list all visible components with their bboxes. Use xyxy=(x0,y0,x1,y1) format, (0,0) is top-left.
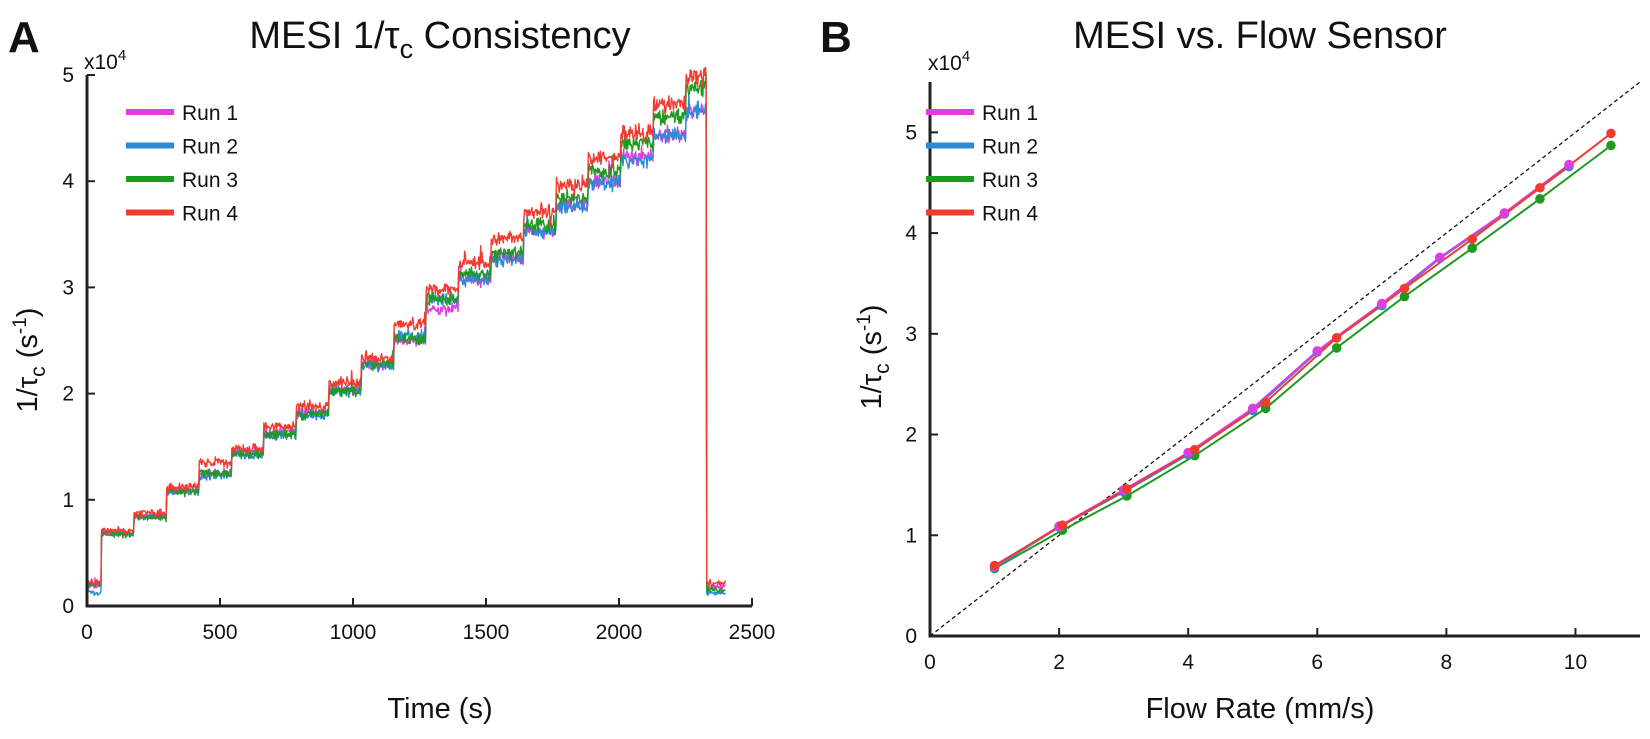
panel-a-y-tick-label: 0 xyxy=(62,595,74,618)
panel-b-y-label: 1/τc (s-1) xyxy=(854,305,894,410)
panel-a-y-tick-label: 3 xyxy=(62,276,74,299)
panel-b-data-point xyxy=(1535,182,1545,193)
panel-b-data-point xyxy=(1535,194,1545,204)
panel-b-data-point xyxy=(1399,283,1410,294)
panel-a-x-tick-label: 500 xyxy=(202,621,237,644)
panel-a-ticks: 0 500 1000 1500 2000 2500 0 1 2 3 4 5 xyxy=(62,64,775,644)
panel-b-y-tick-label: 4 xyxy=(905,222,917,245)
panel-a-x-label: Time (s) xyxy=(387,693,492,725)
panel-b-data-point xyxy=(989,560,1000,571)
panel-b-data-point xyxy=(1467,234,1477,244)
panel-a-series-line xyxy=(87,71,726,594)
panel-b-y-multiplier: x104 xyxy=(928,48,970,75)
panel-a-x-tick-label: 1000 xyxy=(330,621,377,644)
panel-a-y-multiplier: x104 xyxy=(84,47,126,74)
panel-b-y-tick-label: 2 xyxy=(905,424,917,447)
panel-b-legend-label: Run 3 xyxy=(982,169,1038,192)
panel-b-y-tick-label: 3 xyxy=(905,323,917,346)
panel-b-data-point xyxy=(1564,159,1574,170)
panel-b-legend-label: Run 4 xyxy=(982,203,1038,226)
panel-b-data-point xyxy=(1467,243,1477,253)
panel-a-x-tick-label: 2500 xyxy=(729,621,776,644)
panel-b-legend: Run 1 Run 2 Run 3 Run 4 xyxy=(926,102,1038,226)
panel-b-data-point xyxy=(1331,343,1342,353)
panel-b-series-line xyxy=(994,144,1612,570)
panel-a-legend: Run 1 Run 2 Run 3 Run 4 xyxy=(126,102,238,226)
panel-a-x-tick-label: 2000 xyxy=(596,621,643,644)
panel-b-series-line xyxy=(993,132,1612,567)
panel-a-legend-label: Run 2 xyxy=(182,136,238,159)
panel-b-data-point xyxy=(1606,140,1616,151)
panel-b-title: MESI vs. Flow Sensor xyxy=(1073,15,1447,57)
panel-a-y-tick-label: 2 xyxy=(62,383,74,406)
panel-a-x-tick-label: 1500 xyxy=(463,621,510,644)
panel-a-letter: A xyxy=(8,13,40,62)
panel-b-x-tick-label: 6 xyxy=(1311,651,1323,674)
panel-b-x-tick-label: 2 xyxy=(1053,651,1065,674)
panel-b-y-tick-label: 5 xyxy=(905,121,917,144)
panel-b-x-tick-label: 4 xyxy=(1182,651,1194,674)
panel-b-data-point xyxy=(1189,444,1200,455)
panel-b-x-label: Flow Rate (mm/s) xyxy=(1146,693,1375,725)
panel-a-series-lines xyxy=(87,66,727,597)
panel-b-legend-label: Run 1 xyxy=(982,102,1038,125)
panel-b-reference-line xyxy=(930,81,1641,637)
panel-b-data-point xyxy=(1435,252,1445,263)
panel-a-series-line xyxy=(87,66,727,588)
panel-b-x-tick-label: 0 xyxy=(924,651,936,674)
panel-b-x-tick-label: 10 xyxy=(1564,651,1587,674)
panel-a-y-label: 1/τc (s-1) xyxy=(10,308,50,413)
panel-b-data-point xyxy=(1606,128,1616,139)
panel-b-series-line xyxy=(993,163,1570,568)
panel-b-y-tick-label: 1 xyxy=(905,524,917,547)
panel-b-chart: B MESI vs. Flow Sensor x104 0 2 4 6 8 10 0 1 2 3 4… xyxy=(820,13,1641,725)
panel-a-y-tick-label: 4 xyxy=(62,170,74,193)
panel-b-data-point xyxy=(1499,208,1510,218)
panel-a-y-tick-label: 5 xyxy=(62,64,74,87)
panel-b-data-point xyxy=(1312,346,1323,356)
panel-b-legend-label: Run 2 xyxy=(982,136,1038,159)
panel-a-legend-label: Run 1 xyxy=(182,102,238,125)
panel-b-series-markers xyxy=(989,128,1616,574)
panel-b-data-point xyxy=(1057,520,1068,530)
panel-a-legend-label: Run 4 xyxy=(182,203,238,226)
panel-a-title-subscript: c xyxy=(400,34,414,64)
panel-a-y-tick-label: 1 xyxy=(62,489,74,512)
panel-a-title: MESI 1/τc Consistency xyxy=(249,15,630,64)
panel-b-x-tick-label: 8 xyxy=(1441,651,1453,674)
panel-b-data-point xyxy=(1377,298,1387,309)
panel-b-y-tick-label: 0 xyxy=(905,625,917,648)
panel-a-x-tick-label: 0 xyxy=(81,621,93,644)
panel-b-letter: B xyxy=(820,13,852,62)
panel-b-data-point xyxy=(1122,484,1132,494)
panel-b-series-lines xyxy=(993,132,1612,570)
panel-b-reference-line-group xyxy=(930,81,1641,637)
panel-b-data-point xyxy=(1260,397,1271,408)
panel-b-data-point xyxy=(1399,291,1410,302)
panel-a-chart: A MESI 1/τc Consistency x104 0 500 1000 150… xyxy=(8,13,775,725)
panel-b-data-point xyxy=(1247,403,1258,414)
panel-a-legend-label: Run 3 xyxy=(182,169,238,192)
panel-b-data-point xyxy=(1331,333,1342,343)
